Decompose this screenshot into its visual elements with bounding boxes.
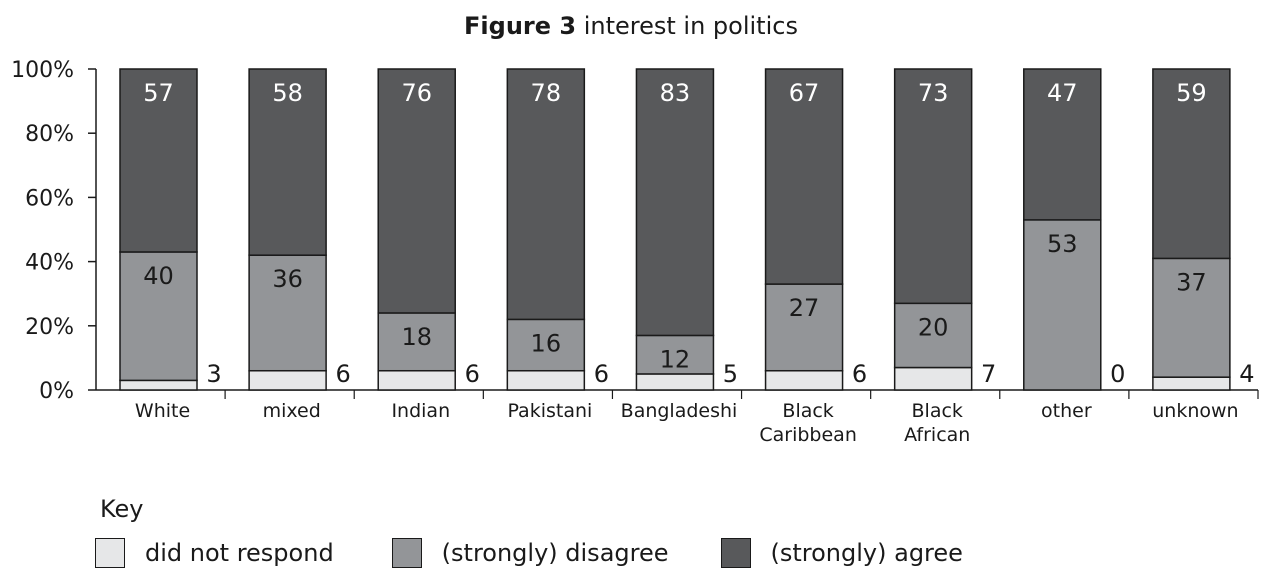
y-tick-label: 60% xyxy=(25,186,74,211)
y-tick-label: 100% xyxy=(11,58,74,83)
category-label: unknown xyxy=(1152,400,1238,422)
legend-swatch-did-not-respond xyxy=(95,538,125,568)
bar-segment-agree xyxy=(248,68,327,256)
data-label-did-not-respond: 6 xyxy=(594,360,609,388)
legend-label-agree: (strongly) agree xyxy=(770,539,963,567)
data-label-disagree: 36 xyxy=(272,265,303,293)
data-label-disagree: 20 xyxy=(918,313,949,341)
legend-item-disagree: (strongly) disagree xyxy=(391,538,669,568)
bar-segment-agree xyxy=(893,68,973,305)
data-label-disagree: 18 xyxy=(401,323,432,351)
data-label-agree: 83 xyxy=(660,79,691,107)
legend-label-did-not-respond: did not respond xyxy=(145,539,334,567)
category-label: Bangladeshi xyxy=(621,400,738,422)
bar-segment-agree xyxy=(635,68,715,337)
data-label-disagree: 37 xyxy=(1176,268,1207,296)
bar-segment-agree xyxy=(506,68,586,321)
data-label-agree: 59 xyxy=(1176,79,1207,107)
bar-segment-disagree xyxy=(119,251,198,382)
bar-segment-did-not-respond xyxy=(635,373,715,391)
bar-segment-agree xyxy=(119,68,198,253)
bar-segment-agree xyxy=(377,68,456,314)
y-tick-label: 80% xyxy=(25,122,74,147)
y-tick-label: 0% xyxy=(39,379,74,404)
bar-segment-did-not-respond xyxy=(248,369,327,391)
data-label-agree: 47 xyxy=(1047,79,1078,107)
data-label-agree: 67 xyxy=(789,79,820,107)
bar-segment-agree xyxy=(764,68,844,285)
category-label: Pakistani xyxy=(507,400,592,422)
y-tick-label: 20% xyxy=(25,315,74,340)
data-label-did-not-respond: 3 xyxy=(206,360,221,388)
category-label: Black xyxy=(782,400,833,422)
bar-segment-agree xyxy=(1152,68,1231,260)
bar-segment-disagree xyxy=(764,283,844,372)
data-label-agree: 78 xyxy=(531,79,562,107)
bar-segment-did-not-respond xyxy=(506,369,586,391)
data-label-disagree: 53 xyxy=(1047,230,1078,258)
chart-title-bold: Figure 3 xyxy=(464,12,577,40)
bar-segment-did-not-respond xyxy=(377,369,456,391)
category-label: other xyxy=(1041,400,1092,422)
category-label: White xyxy=(135,400,190,422)
data-label-did-not-respond: 6 xyxy=(852,360,867,388)
data-label-disagree: 27 xyxy=(789,294,820,322)
data-label-did-not-respond: 6 xyxy=(465,360,480,388)
data-label-agree: 58 xyxy=(272,79,303,107)
data-label-agree: 57 xyxy=(143,79,174,107)
y-tick-label: 40% xyxy=(25,251,74,276)
data-label-did-not-respond: 7 xyxy=(981,360,996,388)
category-label: mixed xyxy=(263,400,321,422)
bar-segment-did-not-respond xyxy=(119,379,198,391)
data-label-disagree: 40 xyxy=(143,262,174,290)
bar-segment-did-not-respond xyxy=(764,369,844,391)
data-label-did-not-respond: 4 xyxy=(1239,360,1254,388)
data-label-did-not-respond: 6 xyxy=(335,360,350,388)
stacked-bar-chart: 0%20%40%60%80%100%57403White58366mixed76… xyxy=(11,58,1259,446)
legend-swatch-agree xyxy=(720,538,751,568)
legend-item-did-not-respond: did not respond xyxy=(95,538,334,568)
legend-item-agree: (strongly) agree xyxy=(720,538,963,568)
category-label: Black xyxy=(912,400,963,422)
bar-segment-disagree xyxy=(248,254,327,372)
bar-segment-agree xyxy=(1023,68,1102,221)
category-label: African xyxy=(904,424,970,446)
data-label-disagree: 16 xyxy=(531,329,562,357)
bar-segment-disagree xyxy=(1023,219,1102,391)
category-label: Caribbean xyxy=(759,424,857,446)
key-title: Key xyxy=(100,495,144,523)
chart-title: Figure 3 interest in politics xyxy=(0,12,1262,40)
data-label-disagree: 12 xyxy=(660,345,691,373)
chart-title-text: interest in politics xyxy=(583,12,798,40)
data-label-did-not-respond: 0 xyxy=(1110,360,1125,388)
data-label-did-not-respond: 5 xyxy=(723,360,738,388)
legend-label-disagree: (strongly) disagree xyxy=(441,539,669,567)
bar-segment-did-not-respond xyxy=(1152,376,1231,391)
category-label: Indian xyxy=(391,400,450,422)
bar-segment-disagree xyxy=(506,318,586,372)
data-label-agree: 73 xyxy=(918,79,949,107)
bar-segment-disagree xyxy=(377,312,456,372)
data-label-agree: 76 xyxy=(401,79,432,107)
legend: did not respond (strongly) disagree (str… xyxy=(95,538,1013,568)
bar-segment-did-not-respond xyxy=(893,366,973,391)
legend-swatch-disagree xyxy=(391,538,422,568)
